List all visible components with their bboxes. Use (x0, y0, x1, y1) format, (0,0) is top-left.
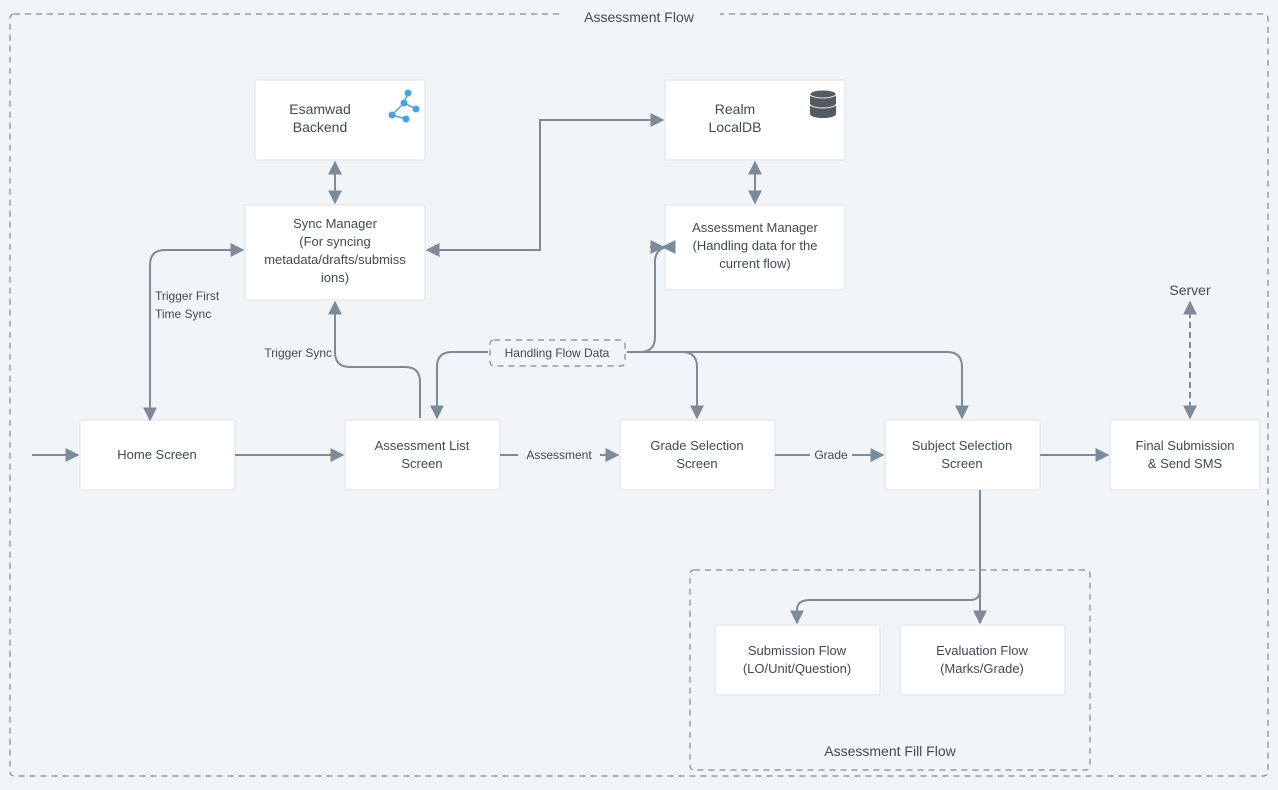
svg-text:LocalDB: LocalDB (709, 119, 762, 135)
server-label: Server (1169, 282, 1211, 298)
svg-text:Handling Flow Data: Handling Flow Data (505, 346, 610, 360)
svg-text:Submission Flow: Submission Flow (748, 643, 847, 658)
database-icon (810, 90, 836, 118)
svg-text:(Handling data for the: (Handling data for the (692, 238, 817, 253)
edge-handling-assessmgr (627, 247, 670, 352)
node-assessment-list-screen: Assessment List Screen (345, 420, 500, 490)
node-esamwad-backend: Esamwad Backend (255, 80, 425, 160)
svg-text:Screen: Screen (676, 456, 717, 471)
svg-text:Final Submission: Final Submission (1136, 438, 1235, 453)
node-submission-flow: Submission Flow (LO/Unit/Question) (715, 625, 880, 695)
node-grade-selection-screen: Grade Selection Screen (620, 420, 775, 490)
edge-subjectsel-subflow (797, 520, 980, 623)
svg-text:Trigger First: Trigger First (155, 289, 220, 303)
edge-handling-gradesel (627, 352, 697, 418)
svg-text:Realm: Realm (715, 101, 755, 117)
svg-text:Home Screen: Home Screen (117, 447, 196, 462)
svg-text:Time Sync: Time Sync (155, 307, 211, 321)
svg-text:& Send SMS: & Send SMS (1148, 456, 1223, 471)
edge-handling-subjectsel (627, 352, 962, 418)
svg-text:ions): ions) (321, 270, 349, 285)
node-evaluation-flow: Evaluation Flow (Marks/Grade) (900, 625, 1065, 695)
edge-syncmgr-realm (427, 120, 663, 250)
edge-handling-assesslist (437, 352, 488, 418)
svg-text:(For syncing: (For syncing (299, 234, 371, 249)
node-assessment-manager: Assessment Manager (Handling data for th… (665, 205, 845, 290)
node-subject-selection-screen: Subject Selection Screen (885, 420, 1040, 490)
svg-text:(LO/Unit/Question): (LO/Unit/Question) (743, 661, 851, 676)
diagram-title: Assessment Flow (584, 9, 695, 25)
svg-text:Screen: Screen (401, 456, 442, 471)
svg-text:Grade Selection: Grade Selection (650, 438, 743, 453)
svg-text:Assessment: Assessment (526, 448, 592, 462)
svg-text:Assessment List: Assessment List (375, 438, 470, 453)
svg-text:Grade: Grade (814, 448, 848, 462)
handling-flow-data-label: Handling Flow Data (490, 340, 625, 366)
node-realm-localdb: Realm LocalDB (665, 80, 845, 160)
svg-text:Backend: Backend (293, 119, 347, 135)
node-final-submission: Final Submission & Send SMS (1110, 420, 1260, 490)
svg-text:metadata/drafts/submiss: metadata/drafts/submiss (264, 252, 406, 267)
edge-assesslist-syncmgr (335, 302, 420, 418)
node-sync-manager: Sync Manager (For syncing metadata/draft… (245, 205, 425, 300)
svg-text:Trigger Sync: Trigger Sync (264, 346, 332, 360)
svg-text:Subject Selection: Subject Selection (912, 438, 1012, 453)
edge-home-syncmgr (150, 250, 243, 420)
fill-flow-title: Assessment Fill Flow (824, 743, 956, 759)
svg-text:(Marks/Grade): (Marks/Grade) (940, 661, 1024, 676)
outer-container (10, 14, 1268, 776)
svg-text:current flow): current flow) (719, 256, 791, 271)
svg-text:Esamwad: Esamwad (289, 101, 350, 117)
svg-text:Evaluation Flow: Evaluation Flow (936, 643, 1028, 658)
svg-text:Screen: Screen (941, 456, 982, 471)
svg-text:Sync Manager: Sync Manager (293, 216, 377, 231)
svg-text:Assessment Manager: Assessment Manager (692, 220, 818, 235)
node-home-screen: Home Screen (80, 420, 235, 490)
